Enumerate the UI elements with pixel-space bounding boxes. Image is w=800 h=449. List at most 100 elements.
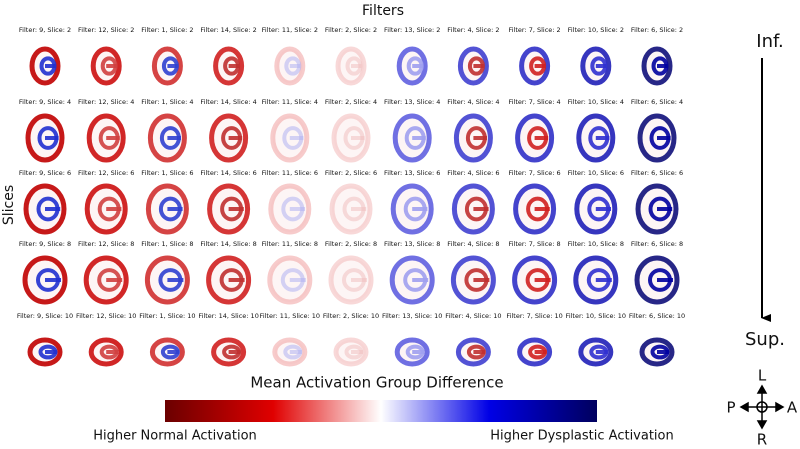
panel-label: Filter: 9, Slice: 4 [19,98,71,106]
slice-image-detail [45,278,61,282]
panel-label: Filter: 7, Slice: 4 [508,98,560,106]
slice-image-detail [534,350,547,354]
slice-image-detail [473,64,484,68]
panel-label: Filter: 1, Slice: 6 [141,169,193,177]
slice-image-detail [657,350,669,354]
slice-image-detail [228,136,243,140]
panel-grid: Filter: 9, Slice: 2 Filter: 12, Slice: 2 F… [17,26,685,367]
compass-right: A [787,399,798,417]
slice-image-detail [412,136,426,140]
panel-label: Filter: 4, Slice: 10 [445,312,501,320]
slice-image-detail [167,350,180,354]
compass [739,384,785,430]
panel-label: Filter: 14, Slice: 2 [200,26,256,34]
slice-image-detail [289,64,301,68]
panel-label: Filter: 11, Slice: 10 [260,312,320,320]
panel-label: Filter: 2, Slice: 6 [325,169,377,177]
slice-image-detail [228,64,239,68]
panel-label: Filter: 2, Slice: 8 [325,240,377,248]
colorbar [165,400,597,422]
slice-image-detail [167,136,181,140]
slice-image-detail [351,278,367,282]
panel-label: Filter: 10, Slice: 8 [568,240,624,248]
slice-image-detail [473,350,486,354]
slice-image-detail [534,207,550,211]
slice-image-detail [412,350,425,354]
panel-label: Filter: 12, Slice: 4 [78,98,134,106]
compass-up: L [758,367,767,385]
panel-label: Filter: 1, Slice: 2 [141,26,193,34]
slice-image-detail [412,64,423,68]
panel-label: Filter: 12, Slice: 2 [78,26,134,34]
panel-label: Filter: 7, Slice: 6 [508,169,560,177]
panel-label: Filter: 13, Slice: 6 [384,169,440,177]
slice-image-detail [351,64,362,68]
panel-label: Filter: 6, Slice: 8 [631,240,683,248]
slice-image-detail [106,136,120,140]
slice-image-detail [595,64,607,68]
panel-label: Filter: 11, Slice: 4 [262,98,318,106]
panel-label: Filter: 13, Slice: 8 [384,240,440,248]
colorbar-right-label: Higher Dysplastic Activation [490,429,674,444]
panel-label: Filter: 14, Slice: 8 [200,240,256,248]
row-axis-label: Slices [1,185,17,225]
compass-left: P [726,399,735,417]
slice-image-detail [167,278,184,282]
slice-image-detail [351,136,365,140]
slice-image-detail [228,350,241,354]
panel-label: Filter: 11, Slice: 6 [262,169,318,177]
panel-label: Filter: 10, Slice: 6 [568,169,624,177]
direction-top: Inf. [756,31,783,52]
panel-label: Filter: 6, Slice: 4 [631,98,683,106]
panel-label: Filter: 12, Slice: 6 [78,169,134,177]
panel-label: Filter: 14, Slice: 10 [198,312,258,320]
slice-image-detail [473,136,487,140]
slice-image-detail [534,278,551,282]
slice-image-detail [351,207,367,211]
panel-label: Filter: 4, Slice: 4 [447,98,499,106]
slice-image-detail [228,207,244,211]
slice-image-detail [106,350,119,354]
slice-image-detail [412,207,428,211]
panel-label: Filter: 11, Slice: 8 [262,240,318,248]
panel-label: Filter: 12, Slice: 8 [78,240,134,248]
slice-image-detail [228,278,245,282]
slice-image-detail [534,136,549,140]
panel-label: Filter: 7, Slice: 2 [508,26,560,34]
panel-label: Filter: 13, Slice: 2 [384,26,440,34]
panel-label: Filter: 9, Slice: 10 [17,312,73,320]
slice-image-detail [657,278,673,282]
panel-label: Filter: 2, Slice: 2 [325,26,377,34]
slice-image-detail [595,136,610,140]
panel-label: Filter: 14, Slice: 4 [200,98,256,106]
panel-label: Filter: 13, Slice: 4 [384,98,440,106]
slice-image-detail [106,207,122,211]
slice-image-detail [45,350,57,354]
panel-label: Filter: 9, Slice: 2 [19,26,71,34]
slice-image-detail [45,64,56,68]
panel-label: Filter: 7, Slice: 10 [506,312,562,320]
panel-label: Filter: 4, Slice: 6 [447,169,499,177]
slice-image-detail [595,207,611,211]
slice-image-detail [45,136,59,140]
panel-label: Filter: 4, Slice: 2 [447,26,499,34]
panel-label: Filter: 10, Slice: 10 [566,312,626,320]
slice-image-detail [289,207,305,211]
slice-image-detail [167,207,183,211]
slice-image-detail [473,207,489,211]
slice-image-detail [167,64,178,68]
panel-label: Filter: 9, Slice: 6 [19,169,71,177]
panel-label: Filter: 14, Slice: 6 [200,169,256,177]
slice-image-detail [289,350,302,354]
slice-image-detail [289,136,304,140]
colorbar-left-label: Higher Normal Activation [93,429,257,444]
direction-bottom: Sup. [745,329,785,350]
panel-label: Filter: 13, Slice: 10 [382,312,442,320]
panel-label: Filter: 2, Slice: 10 [323,312,379,320]
panel-label: Filter: 11, Slice: 2 [262,26,318,34]
slice-image-detail [351,350,363,354]
panel-label: Filter: 6, Slice: 10 [629,312,685,320]
slice-image-detail [473,278,490,282]
panel-label: Filter: 10, Slice: 4 [568,98,624,106]
slice-image-detail [45,207,61,211]
